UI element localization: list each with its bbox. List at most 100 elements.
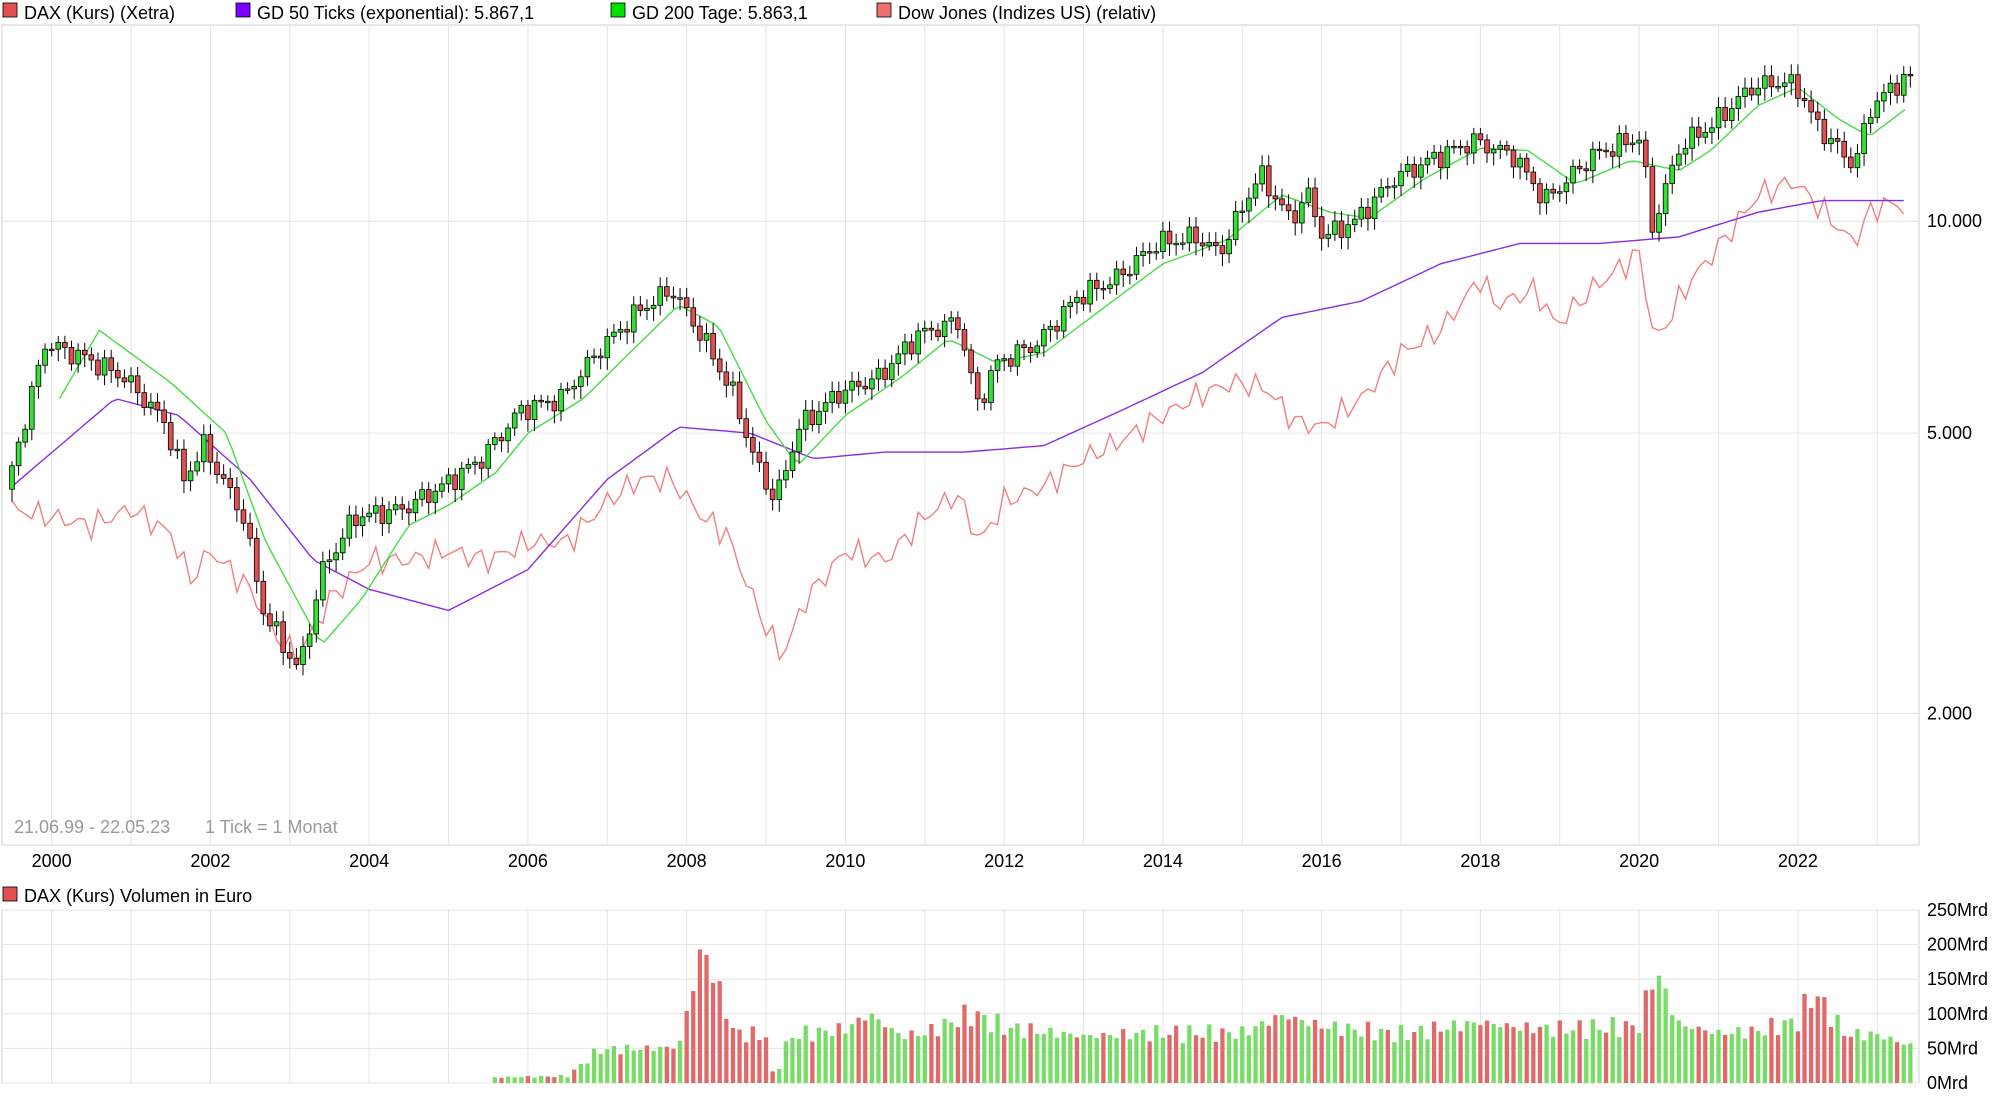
- candle-body: [1199, 242, 1206, 247]
- volume-bar: [1696, 1026, 1701, 1083]
- volume-bar: [843, 1033, 848, 1083]
- volume-bar: [1729, 1033, 1734, 1083]
- volume-bar: [935, 1036, 941, 1083]
- candle-body: [789, 451, 796, 471]
- volume-bar: [902, 1039, 908, 1083]
- candle-body: [776, 479, 783, 500]
- volume-bar: [1266, 1025, 1271, 1083]
- volume-bar: [1107, 1035, 1113, 1083]
- candle-body: [425, 489, 432, 503]
- volume-bar: [651, 1050, 656, 1083]
- volume-bar: [1656, 975, 1662, 1083]
- candle-body: [1140, 251, 1146, 256]
- candle-body: [379, 505, 386, 524]
- volume-bar: [1160, 1037, 1166, 1083]
- candle-body: [1226, 239, 1232, 255]
- candle-body: [683, 297, 690, 309]
- volume-bar: [1498, 1027, 1503, 1083]
- legend-swatch-dow: [876, 2, 892, 18]
- volume-bar: [1054, 1037, 1060, 1083]
- candle-body: [1027, 347, 1034, 354]
- x-axis-labels: 2000 2002 2004 2006 2008 2010 2012 2014 2016 2018…: [32, 851, 1818, 871]
- candle-body: [941, 320, 948, 338]
- volume-bar: [982, 1014, 987, 1083]
- volume-bar: [598, 1053, 603, 1083]
- candle-body: [1418, 164, 1424, 178]
- candle-body: [406, 508, 412, 514]
- volume-bar: [1597, 1029, 1602, 1083]
- volume-bar: [1749, 1026, 1754, 1083]
- volume-bar: [1524, 1022, 1529, 1083]
- volume-bar: [1828, 1026, 1834, 1083]
- candle-body: [1557, 191, 1563, 194]
- candle-body: [35, 364, 42, 387]
- candle-body: [1728, 108, 1735, 121]
- candle-body: [1080, 296, 1087, 305]
- candle-body: [591, 355, 597, 358]
- volume-bar: [658, 1046, 663, 1083]
- volume-bar: [1273, 1015, 1278, 1083]
- volume-bar: [605, 1049, 610, 1083]
- volume-bar: [717, 981, 722, 1083]
- candle-body: [1054, 325, 1060, 332]
- candle-body: [597, 355, 604, 359]
- volume-bar: [505, 1076, 511, 1083]
- candle-body: [273, 621, 280, 627]
- candle-body: [1596, 148, 1603, 152]
- candle-body: [1537, 183, 1543, 204]
- y-axis-labels: 10.000 5.000 2.000: [1927, 211, 1982, 723]
- x-tick-label: 2000: [32, 851, 72, 871]
- candle-body: [1722, 107, 1728, 121]
- volume-bar: [611, 1046, 617, 1083]
- volume-bar: [1802, 993, 1807, 1083]
- candle-body: [1437, 151, 1444, 169]
- candle-body: [617, 328, 624, 333]
- candle-body: [306, 633, 313, 647]
- volume-bar: [1570, 1030, 1576, 1083]
- candle-body: [1742, 87, 1748, 97]
- candle-body: [1517, 157, 1523, 168]
- candle-body: [1325, 233, 1332, 239]
- candle-body: [227, 477, 234, 488]
- candle-body: [1788, 74, 1795, 84]
- candle-body: [1160, 230, 1166, 253]
- volume-bar: [578, 1064, 583, 1083]
- candle-body: [399, 504, 406, 510]
- candle-body: [1100, 288, 1107, 291]
- volume-bar: [922, 1035, 927, 1083]
- volume-bar: [1888, 1036, 1893, 1083]
- candle-body: [1351, 218, 1358, 226]
- volume-bar: [882, 1027, 888, 1083]
- volume-bar: [618, 1054, 623, 1083]
- candle-body: [1715, 107, 1722, 129]
- volume-bar: [1491, 1024, 1496, 1083]
- volume-bar: [1385, 1029, 1390, 1083]
- volume-bar: [1815, 996, 1820, 1083]
- volume-bar: [492, 1077, 497, 1083]
- volume-tick-label: 50Mrd: [1927, 1038, 1978, 1058]
- volume-bar: [1207, 1024, 1212, 1083]
- volume-bar: [532, 1077, 537, 1083]
- volume-bar: [1782, 1020, 1787, 1083]
- volume-bar: [1226, 1032, 1232, 1083]
- volume-bar: [1551, 1036, 1556, 1083]
- candle-body: [359, 516, 366, 526]
- candle-body: [1252, 183, 1259, 199]
- volume-bar: [1842, 1035, 1847, 1083]
- candle-body: [1471, 133, 1477, 154]
- candle-body: [961, 329, 968, 351]
- candle-body: [604, 335, 611, 359]
- candle-body: [1014, 344, 1021, 367]
- volume-bar: [1259, 1021, 1265, 1083]
- x-tick-label: 2016: [1302, 851, 1342, 871]
- candle-body: [280, 621, 286, 653]
- volume-bar: [1716, 1029, 1721, 1083]
- legend-swatch-ema: [235, 2, 251, 18]
- candle-body: [1497, 144, 1504, 150]
- volume-tick-label: 250Mrd: [1927, 900, 1988, 920]
- candle-body: [1649, 166, 1656, 233]
- x-tick-label: 2018: [1460, 851, 1500, 871]
- candle-body: [1285, 204, 1292, 212]
- volume-bar: [1008, 1027, 1013, 1083]
- candle-body: [1775, 86, 1781, 89]
